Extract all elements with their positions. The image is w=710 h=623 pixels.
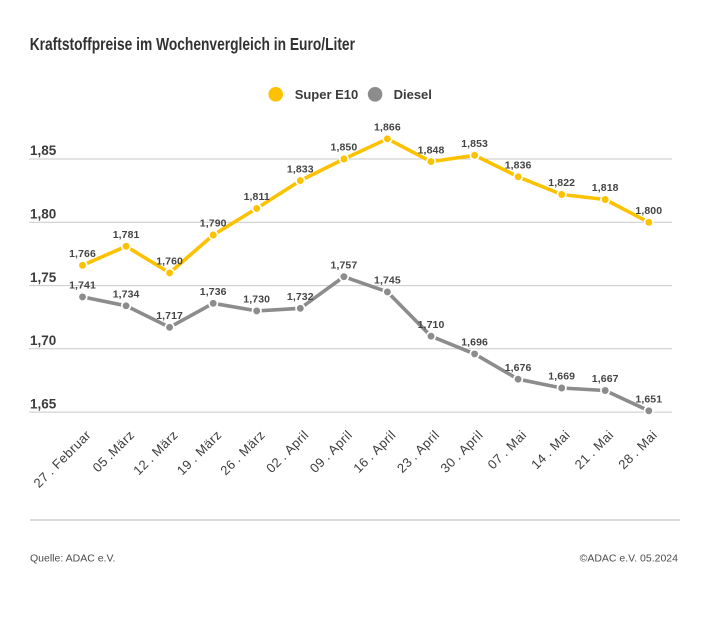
svg-text:Super E10: Super E10 bbox=[295, 87, 359, 102]
svg-text:1,745: 1,745 bbox=[374, 275, 401, 287]
svg-text:1,676: 1,676 bbox=[505, 362, 532, 374]
svg-text:1,850: 1,850 bbox=[331, 142, 358, 154]
svg-text:1,741: 1,741 bbox=[69, 280, 96, 292]
svg-text:1,717: 1,717 bbox=[156, 310, 183, 322]
svg-text:1,730: 1,730 bbox=[243, 294, 270, 306]
svg-text:1,790: 1,790 bbox=[200, 218, 227, 230]
svg-text:1,757: 1,757 bbox=[331, 259, 358, 271]
svg-text:1,848: 1,848 bbox=[418, 144, 445, 156]
svg-text:1,65: 1,65 bbox=[30, 396, 57, 411]
svg-text:1,80: 1,80 bbox=[30, 207, 56, 222]
svg-text:1,811: 1,811 bbox=[244, 191, 270, 203]
svg-text:Kraftstoffpreise im Wochenverg: Kraftstoffpreise im Wochenvergleich in E… bbox=[30, 35, 355, 54]
svg-text:Diesel: Diesel bbox=[394, 87, 432, 102]
svg-text:©ADAC e.V. 05.2024: ©ADAC e.V. 05.2024 bbox=[580, 553, 679, 565]
svg-text:1,833: 1,833 bbox=[287, 163, 314, 175]
svg-text:1,866: 1,866 bbox=[374, 122, 401, 134]
svg-text:1,781: 1,781 bbox=[113, 229, 140, 241]
svg-text:1,667: 1,667 bbox=[592, 373, 619, 385]
svg-text:1,800: 1,800 bbox=[635, 205, 662, 217]
svg-text:1,651: 1,651 bbox=[635, 394, 662, 406]
svg-text:1,766: 1,766 bbox=[69, 248, 96, 260]
svg-text:1,696: 1,696 bbox=[461, 337, 488, 349]
svg-text:Quelle: ADAC e.V.: Quelle: ADAC e.V. bbox=[30, 553, 115, 565]
svg-text:1,732: 1,732 bbox=[287, 291, 314, 303]
svg-text:1,822: 1,822 bbox=[548, 177, 575, 189]
svg-text:1,669: 1,669 bbox=[548, 371, 575, 383]
svg-text:1,760: 1,760 bbox=[156, 256, 183, 268]
svg-text:1,836: 1,836 bbox=[505, 160, 532, 172]
svg-text:1,734: 1,734 bbox=[113, 289, 140, 301]
svg-text:1,736: 1,736 bbox=[200, 286, 227, 298]
svg-text:1,85: 1,85 bbox=[30, 143, 57, 158]
svg-text:1,710: 1,710 bbox=[418, 319, 445, 331]
svg-text:1,818: 1,818 bbox=[592, 182, 619, 194]
svg-text:1,70: 1,70 bbox=[30, 333, 56, 348]
svg-text:1,853: 1,853 bbox=[461, 138, 488, 150]
svg-text:1,75: 1,75 bbox=[30, 270, 57, 285]
